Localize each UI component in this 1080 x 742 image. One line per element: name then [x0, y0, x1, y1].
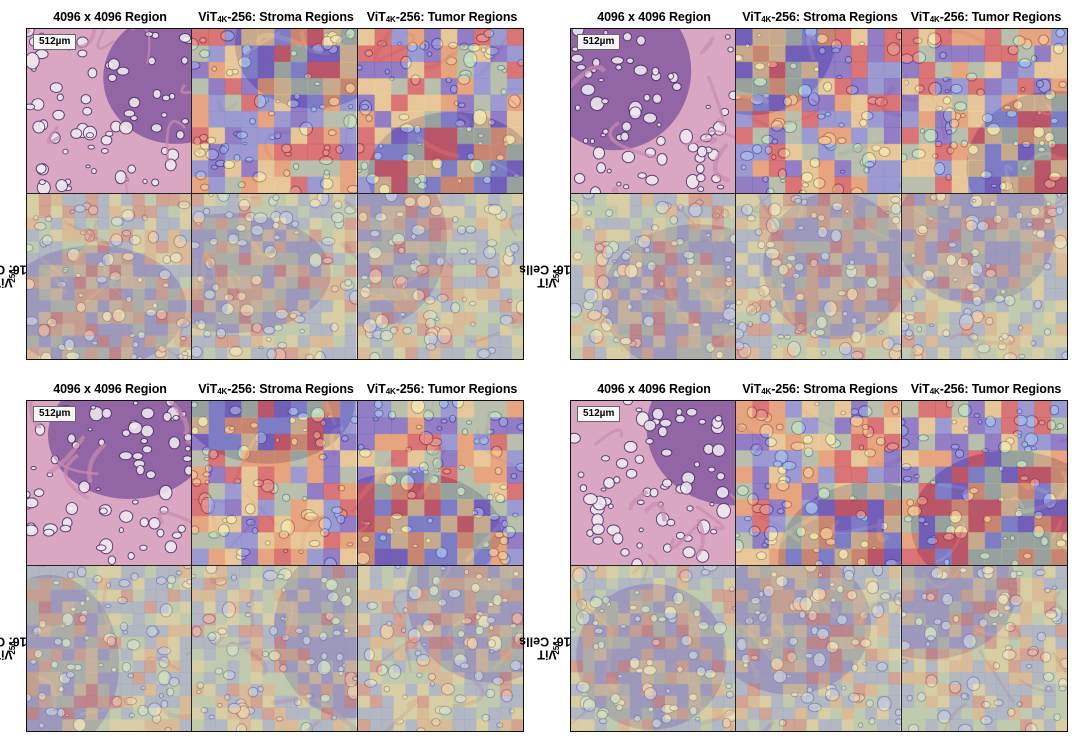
- histology-image: [901, 29, 1067, 193]
- tissue-image: 512µm: [571, 29, 737, 194]
- cell-attention-map-tumor: [901, 566, 1067, 731]
- figure-panel-1: 4096 x 4096 Region ViT4K-256: Stroma Reg…: [0, 0, 536, 360]
- cell-attention-map: [571, 194, 737, 359]
- tumor-attention-map: [357, 401, 523, 566]
- tumor-attention-map: [357, 29, 523, 194]
- figure-panel-2: 4096 x 4096 Region ViT4K-256: Stroma Reg…: [519, 0, 1080, 360]
- histology-image: [192, 566, 357, 731]
- col-header-stroma: ViT4K-256: Stroma Regions: [742, 10, 898, 24]
- col-header-tumor: ViT4K-256: Tumor Regions: [366, 10, 518, 24]
- histology-image: [571, 194, 736, 359]
- histology-image: [27, 29, 192, 193]
- scale-bar: 512µm: [33, 406, 77, 422]
- col-header-stroma: ViT4K-256: Stroma Regions: [198, 382, 354, 396]
- histology-image: [357, 194, 523, 359]
- cell-attention-map-stroma: [736, 566, 902, 731]
- tissue-image: 512µm: [27, 401, 193, 566]
- histology-image: [736, 401, 901, 565]
- histology-image: [901, 401, 1067, 565]
- cell-attention-map-tumor: [357, 566, 523, 731]
- histology-image: [901, 566, 1067, 731]
- histology-image: [27, 194, 192, 359]
- image-grid: 512µm: [26, 28, 524, 360]
- col-header-tumor: ViT4K-256: Tumor Regions: [910, 10, 1062, 24]
- col-header-tumor: ViT4K-256: Tumor Regions: [910, 382, 1062, 396]
- histology-image: [571, 29, 736, 193]
- scale-bar: 512µm: [577, 406, 621, 422]
- tissue-image: 512µm: [27, 29, 193, 194]
- cell-attention-map-stroma: [192, 194, 358, 359]
- stroma-attention-map: [192, 401, 358, 566]
- histology-image: [27, 566, 192, 731]
- histology-image: [901, 194, 1067, 359]
- col-header-stroma: ViT4K-256: Stroma Regions: [742, 382, 898, 396]
- col-header-stroma: ViT4K-256: Stroma Regions: [198, 10, 354, 24]
- histology-image: [192, 401, 357, 565]
- col-header-region: 4096 x 4096 Region: [53, 10, 167, 24]
- scale-bar: 512µm: [33, 34, 77, 50]
- cell-attention-map-stroma: [736, 194, 902, 359]
- cell-attention-map: [571, 566, 737, 731]
- image-grid: 512µm: [570, 28, 1068, 360]
- col-header-region: 4096 x 4096 Region: [597, 382, 711, 396]
- stroma-attention-map: [736, 401, 902, 566]
- col-header-tumor: ViT4K-256: Tumor Regions: [366, 382, 518, 396]
- cell-attention-map: [27, 566, 193, 731]
- histology-image: [357, 566, 523, 731]
- histology-image: [736, 29, 901, 193]
- col-header-region: 4096 x 4096 Region: [53, 382, 167, 396]
- stroma-attention-map: [192, 29, 358, 194]
- image-grid: 512µm: [570, 400, 1068, 732]
- histology-image: [571, 401, 736, 565]
- histology-image: [192, 194, 357, 359]
- cell-attention-map: [27, 194, 193, 359]
- cell-attention-map-tumor: [357, 194, 523, 359]
- histology-image: [736, 566, 901, 731]
- histology-image: [192, 29, 357, 193]
- histology-image: [736, 194, 901, 359]
- tumor-attention-map: [901, 401, 1067, 566]
- col-header-region: 4096 x 4096 Region: [597, 10, 711, 24]
- histology-image: [357, 29, 523, 193]
- scale-bar: 512µm: [577, 34, 621, 50]
- image-grid: 512µm: [26, 400, 524, 732]
- cell-attention-map-stroma: [192, 566, 358, 731]
- tumor-attention-map: [901, 29, 1067, 194]
- tissue-image: 512µm: [571, 401, 737, 566]
- figure-panel-4: 4096 x 4096 Region ViT4K-256: Stroma Reg…: [519, 372, 1080, 732]
- cell-attention-map-tumor: [901, 194, 1067, 359]
- histology-image: [27, 401, 192, 565]
- figure-panel-3: 4096 x 4096 Region ViT4K-256: Stroma Reg…: [0, 372, 536, 732]
- histology-image: [357, 401, 523, 565]
- stroma-attention-map: [736, 29, 902, 194]
- histology-image: [571, 566, 736, 731]
